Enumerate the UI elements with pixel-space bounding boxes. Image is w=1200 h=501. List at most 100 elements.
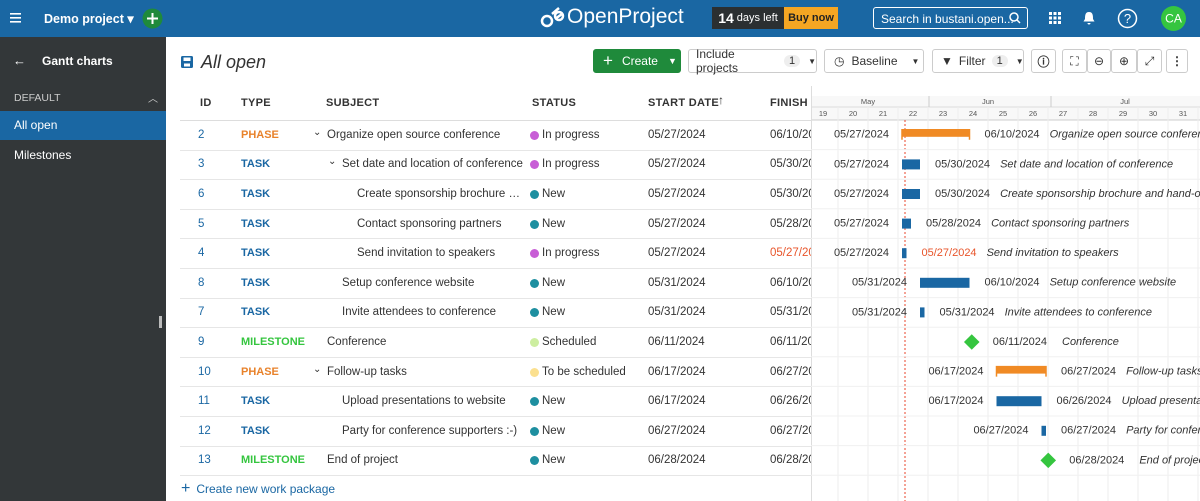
finish-date[interactable]: 06/27/2024: [770, 424, 811, 437]
column-header[interactable]: FINISH DATE: [770, 97, 811, 109]
phase-bar[interactable]: [996, 366, 1047, 374]
more-button[interactable]: ⋮: [1166, 49, 1188, 73]
type[interactable]: TASK: [241, 247, 271, 260]
status[interactable]: New: [542, 395, 566, 408]
gantt-label[interactable]: 06/27/2024: [1061, 366, 1116, 378]
start-date[interactable]: 06/17/2024: [648, 395, 706, 408]
id-link[interactable]: 3: [198, 158, 205, 171]
type[interactable]: TASK: [241, 276, 271, 289]
id-link[interactable]: 10: [198, 365, 211, 378]
gantt-label[interactable]: 06/26/2024: [1057, 395, 1112, 407]
start-date[interactable]: 06/11/2024: [648, 336, 705, 348]
gantt-label[interactable]: 06/17/2024: [928, 366, 983, 378]
baseline-label[interactable]: Baseline: [851, 54, 898, 68]
id-link[interactable]: 8: [198, 276, 205, 289]
type[interactable]: TASK: [241, 395, 271, 408]
gantt-label[interactable]: 05/27/2024: [834, 188, 889, 200]
sidebar-title[interactable]: Gantt charts: [42, 54, 113, 68]
gantt-label[interactable]: 05/27/2024: [834, 247, 889, 259]
save-icon[interactable]: [181, 56, 193, 68]
gantt-label[interactable]: 06/17/2024: [928, 395, 983, 407]
avatar-initials[interactable]: CA: [1165, 12, 1182, 26]
finish-date[interactable]: 05/31/2024: [770, 306, 811, 319]
status[interactable]: New: [542, 217, 566, 230]
gantt-label[interactable]: 05/27/2024: [834, 218, 889, 230]
gantt-label[interactable]: Upload presentations to website: [1122, 395, 1200, 407]
gantt-label[interactable]: Setup conference website: [1050, 277, 1177, 289]
start-date[interactable]: 05/27/2024: [648, 188, 706, 200]
start-date[interactable]: 05/27/2024: [648, 217, 706, 230]
gantt-label[interactable]: 06/10/2024: [985, 277, 1040, 289]
subject[interactable]: Setup conference website: [342, 276, 475, 289]
type[interactable]: TASK: [241, 188, 271, 200]
help-icon[interactable]: ?: [1117, 8, 1138, 29]
expander[interactable]: ⌄: [328, 156, 337, 168]
gantt-label[interactable]: Conference: [1062, 336, 1119, 348]
type[interactable]: MILESTONE: [241, 336, 305, 348]
type[interactable]: TASK: [241, 217, 271, 230]
type[interactable]: MILESTONE: [241, 454, 305, 467]
task-bar[interactable]: [902, 159, 920, 170]
baseline-button[interactable]: ◷ Baseline ▼: [824, 49, 924, 73]
id-link[interactable]: 4: [198, 247, 205, 260]
expander[interactable]: ⌄: [313, 363, 322, 375]
search-placeholder[interactable]: Search in bustani.open...: [881, 12, 1014, 26]
notifications-icon[interactable]: [1083, 11, 1095, 25]
task-bar[interactable]: [902, 189, 920, 199]
milestone[interactable]: [1040, 452, 1057, 469]
task-bar[interactable]: [902, 248, 907, 259]
subject[interactable]: Send invitation to speakers: [357, 247, 496, 260]
finish-date[interactable]: 05/28/2024: [770, 217, 811, 230]
filter-count[interactable]: 1: [991, 55, 1008, 67]
finish-date[interactable]: 06/11/2024: [770, 336, 811, 348]
gantt-label[interactable]: Organize open source conference: [1050, 129, 1200, 141]
gantt-label[interactable]: 05/31/2024: [852, 306, 907, 318]
id-link[interactable]: 7: [198, 306, 205, 319]
finish-date[interactable]: 06/10/2024: [770, 128, 811, 141]
task-bar[interactable]: [920, 277, 970, 288]
finish-date[interactable]: 05/30/2024: [770, 158, 811, 171]
column-header[interactable]: TYPE: [241, 97, 271, 109]
gantt-label[interactable]: Set date and location of conference: [1000, 158, 1173, 170]
id-link[interactable]: 12: [198, 424, 211, 437]
project-name[interactable]: Demo project: [44, 12, 124, 26]
task-bar[interactable]: [1041, 425, 1047, 436]
create-label[interactable]: Create: [621, 54, 658, 68]
project-selector[interactable]: Demo project ▾: [44, 12, 134, 26]
gantt-label[interactable]: 06/27/2024: [973, 425, 1028, 437]
status[interactable]: New: [542, 424, 566, 437]
gantt-label[interactable]: 05/31/2024: [852, 277, 907, 289]
gantt-label[interactable]: 05/30/2024: [935, 188, 990, 200]
zoom-out-button[interactable]: ⊖: [1087, 49, 1111, 73]
start-date[interactable]: 05/27/2024: [648, 128, 706, 141]
start-date[interactable]: 05/31/2024: [648, 306, 706, 319]
gantt-label[interactable]: 05/27/2024: [922, 247, 977, 259]
collapse-icon[interactable]: ︿: [148, 94, 158, 105]
gantt-label[interactable]: 06/27/2024: [1061, 425, 1116, 437]
create-new-label[interactable]: Create new work package: [196, 482, 336, 496]
status[interactable]: New: [542, 276, 566, 289]
resize-handle[interactable]: [159, 316, 162, 328]
sidebar-item[interactable]: All open: [14, 118, 58, 132]
gantt-label[interactable]: 06/11/2024: [993, 336, 1047, 348]
fullscreen-button[interactable]: ⤢: [1137, 49, 1162, 73]
gantt-label[interactable]: 06/10/2024: [985, 129, 1040, 141]
subject[interactable]: Conference: [327, 336, 387, 348]
id-link[interactable]: 6: [198, 188, 205, 200]
create-new-link[interactable]: + Create new work package: [181, 480, 336, 497]
sidebar-item[interactable]: Milestones: [14, 148, 72, 162]
start-date[interactable]: 05/31/2024: [648, 276, 706, 289]
start-date[interactable]: 05/27/2024: [648, 247, 706, 260]
subject[interactable]: Contact sponsoring partners: [357, 217, 502, 230]
status[interactable]: New: [542, 454, 566, 467]
gantt-label[interactable]: Party for conference supporters :-): [1126, 425, 1200, 437]
subject[interactable]: Invite attendees to conference: [342, 306, 497, 319]
status[interactable]: In progress: [542, 247, 600, 260]
type[interactable]: PHASE: [241, 365, 279, 378]
finish-date[interactable]: 06/10/2024: [770, 276, 811, 289]
gantt-label[interactable]: 05/28/2024: [926, 218, 981, 230]
filter-label[interactable]: Filter: [958, 54, 986, 68]
task-bar[interactable]: [920, 307, 925, 318]
start-date[interactable]: 06/27/2024: [648, 424, 706, 437]
gantt-label[interactable]: 05/30/2024: [935, 158, 990, 170]
